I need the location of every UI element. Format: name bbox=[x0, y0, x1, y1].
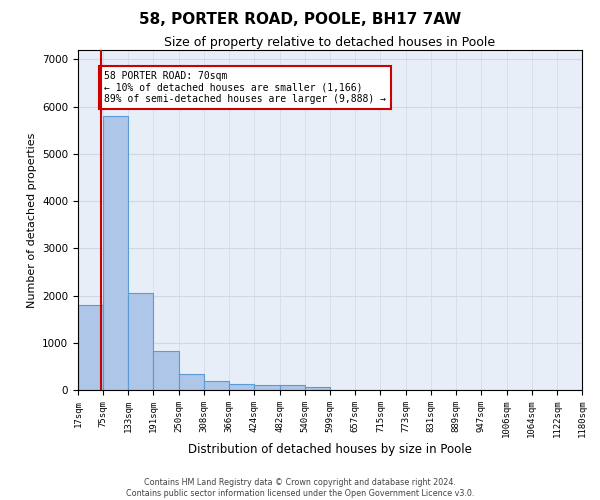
Text: 58, PORTER ROAD, POOLE, BH17 7AW: 58, PORTER ROAD, POOLE, BH17 7AW bbox=[139, 12, 461, 28]
Bar bbox=[128, 293, 154, 390]
Text: 58 PORTER ROAD: 70sqm
← 10% of detached houses are smaller (1,166)
89% of semi-d: 58 PORTER ROAD: 70sqm ← 10% of detached … bbox=[104, 71, 386, 104]
Bar bbox=[179, 374, 204, 390]
Bar bbox=[78, 305, 103, 390]
Bar bbox=[254, 386, 280, 390]
Title: Size of property relative to detached houses in Poole: Size of property relative to detached ho… bbox=[164, 36, 496, 49]
Bar bbox=[229, 384, 254, 390]
Bar bbox=[154, 351, 179, 390]
Text: Contains HM Land Registry data © Crown copyright and database right 2024.
Contai: Contains HM Land Registry data © Crown c… bbox=[126, 478, 474, 498]
Bar bbox=[305, 386, 330, 390]
Bar bbox=[280, 386, 305, 390]
Bar bbox=[103, 116, 128, 390]
Bar bbox=[204, 381, 229, 390]
X-axis label: Distribution of detached houses by size in Poole: Distribution of detached houses by size … bbox=[188, 443, 472, 456]
Y-axis label: Number of detached properties: Number of detached properties bbox=[26, 132, 37, 308]
